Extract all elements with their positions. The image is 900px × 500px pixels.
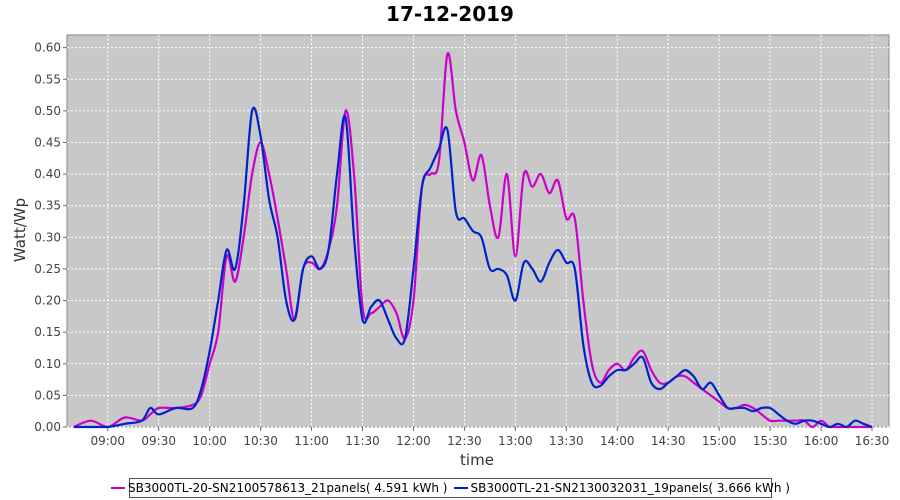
y-axis-label: Watt/Wp — [11, 198, 29, 262]
y-tick-label: 0.60 — [34, 41, 61, 55]
plot-area — [66, 34, 890, 428]
y-tick-label: 0.50 — [34, 104, 61, 118]
x-tick-label: 12:30 — [447, 434, 482, 448]
x-tick-label: 09:00 — [90, 434, 125, 448]
y-tick-label: 0.55 — [34, 72, 61, 86]
x-tick-label: 16:00 — [804, 434, 839, 448]
x-tick-label: 15:00 — [702, 434, 737, 448]
y-tick-label: 0.20 — [34, 294, 61, 308]
x-tick-label: 15:30 — [753, 434, 788, 448]
x-tick-label: 14:30 — [651, 434, 686, 448]
series-line-2 — [73, 106, 873, 429]
series-lines — [73, 52, 873, 429]
y-tick-label: 0.25 — [34, 262, 61, 276]
y-tick-label: 0.45 — [34, 135, 61, 149]
y-tick-label: 0.35 — [34, 199, 61, 213]
chart-title: 17-12-2019 — [386, 2, 514, 26]
x-tick-label: 14:00 — [600, 434, 635, 448]
legend: SB3000TL-20-SN2100578613_21panels( 4.591… — [111, 478, 790, 498]
x-tick-label: 11:00 — [294, 434, 329, 448]
y-tick-label: 0.30 — [34, 230, 61, 244]
y-tick-label: 0.05 — [34, 388, 61, 402]
x-axis-label: time — [460, 451, 494, 469]
x-tick-label: 11:30 — [345, 434, 380, 448]
x-tick-label: 10:30 — [243, 434, 278, 448]
y-tick-label: 0.00 — [34, 420, 61, 434]
x-tick-label: 12:00 — [396, 434, 431, 448]
x-tick-label: 13:30 — [549, 434, 584, 448]
y-tick-label: 0.15 — [34, 325, 61, 339]
legend-label: SB3000TL-20-SN2100578613_21panels( 4.591… — [128, 481, 448, 495]
grid-lines — [67, 35, 889, 428]
y-tick-label: 0.10 — [34, 357, 61, 371]
x-tick-label: 13:00 — [498, 434, 533, 448]
legend-item-series-1: SB3000TL-20-SN2100578613_21panels( 4.591… — [111, 481, 448, 495]
legend-swatch — [453, 487, 468, 489]
axes: 0.00 0.05 0.10 0.15 0.20 0.25 0.30 0.35 0.40 0.45… — [34, 41, 889, 448]
legend-item-series-2: SB3000TL-21-SN2130032031_19panels( 3.666… — [453, 481, 790, 495]
legend-label: SB3000TL-21-SN2130032031_19panels( 3.666… — [470, 481, 790, 495]
legend-swatch — [111, 487, 126, 489]
y-tick-label: 0.40 — [34, 167, 61, 181]
x-tick-label: 09:30 — [141, 434, 176, 448]
x-tick-label: 16:30 — [855, 434, 890, 448]
series-line-1 — [73, 52, 872, 429]
x-tick-label: 10:00 — [192, 434, 227, 448]
